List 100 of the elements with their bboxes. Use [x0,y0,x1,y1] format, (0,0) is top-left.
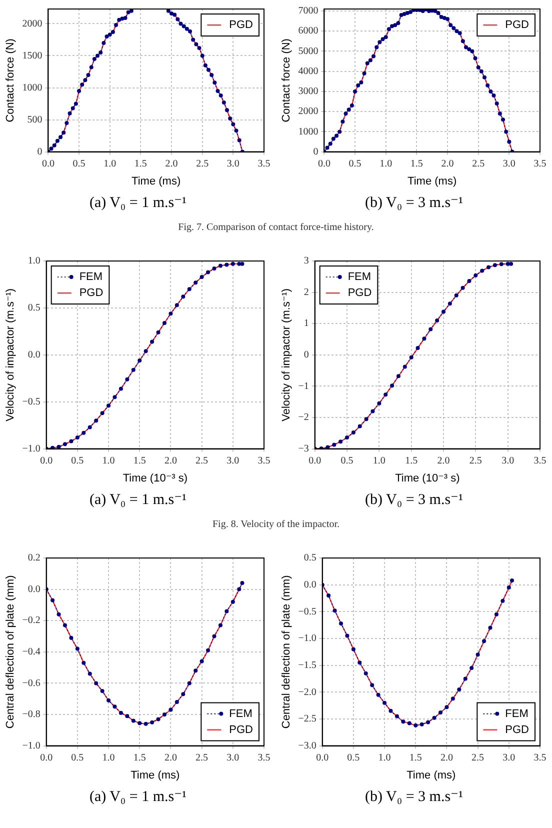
x-axis-title: Time (10⁻³ s) [395,472,460,484]
x-tick-label: 1.5 [133,752,146,764]
y-tick-label: 3000 [298,86,318,98]
text: (a) V₀ = 1 m.s⁻¹ [88,491,188,510]
y-tick-label: 2000 [298,106,318,118]
x-tick-label: 1.0 [378,752,391,764]
x-tick-label: 2.5 [196,455,208,466]
x-tick-label: 0.0 [40,455,53,466]
x-tick-label: 1.5 [409,752,422,764]
y-axis-title: Central deflection of plate (mm) [280,575,293,729]
legend-label: PGD [348,287,372,300]
legend-label: PGD [229,19,254,32]
x-tick-label: 2.5 [469,455,482,466]
y-tick-label: −2 [298,412,309,424]
x-axis-title: Time (ms) [130,769,180,782]
y-tick-label: 2 [304,286,309,298]
legend-label: PGD [229,724,254,736]
y-tick-label: −3 [298,443,309,454]
x-tick-label: 1.0 [102,752,115,764]
x-tick-label: 0.5 [72,158,86,170]
x-tick-label: 3.0 [502,752,516,764]
y-tick-label: 4000 [298,66,318,77]
y-tick-label: −2.5 [298,714,316,725]
x-tick-label: 3.5 [258,158,270,170]
x-tick-label: 2.5 [196,752,208,764]
y-axis-title: Contact force (N) [280,38,293,122]
x-tick-label: 2.0 [164,752,177,764]
x-tick-label: 0.0 [318,158,330,170]
y-tick-label: 0.0 [28,584,40,595]
y-tick-label: 1 [304,318,309,330]
y-tick-label: 0.0 [304,579,316,590]
x-tick-label: 2.5 [196,158,209,170]
legend-label: FEM [79,271,103,284]
x-tick-label: 2.0 [440,752,453,764]
y-tick-label: −2.0 [298,686,316,698]
y-tick-label: −0.5 [298,606,316,618]
caption: Fig. 8. Velocity of the impactor. [211,518,341,532]
x-tick-label: 3.0 [226,158,240,170]
x-tick-label: 3.5 [258,752,270,764]
y-tick-label: −1 [298,380,309,392]
x-tick-label: 2.0 [437,455,450,466]
y-tick-label: −0.5 [22,396,40,408]
y-tick-label: 6000 [298,26,318,37]
y-tick-label: 3 [304,256,309,267]
x-tick-label: 3.0 [502,158,516,170]
y-tick-label: 0 [313,146,318,158]
y-tick-label: 5000 [298,46,318,57]
x-tick-label: 2.5 [472,158,485,170]
x-tick-label: 2.0 [165,158,178,170]
y-tick-label: 1000 [298,126,318,138]
legend-label: FEM [505,708,528,720]
x-tick-label: 3.5 [258,455,270,466]
y-axis-title: Central deflection of plate (mm) [4,575,17,729]
legend-label: FEM [348,271,372,284]
y-tick-label: −0.2 [22,615,40,626]
y-tick-label: −0.6 [22,678,40,689]
text: (b) V₀ = 3 m.s⁻¹ [364,194,464,213]
x-tick-label: 1.0 [104,158,116,170]
x-tick-label: 1.0 [380,158,392,170]
y-axis-title: Velocity of impactor (m.s⁻¹) [4,288,17,422]
x-tick-label: 1.5 [410,158,423,170]
x-tick-label: 1.5 [405,455,418,466]
x-tick-label: 0.5 [71,455,84,466]
x-tick-label: 2.0 [441,158,454,170]
x-tick-label: 3.5 [534,158,546,170]
legend-label: FEM [229,708,252,720]
x-tick-label: 0.0 [316,752,329,764]
text: (b) V₀ = 3 m.s⁻¹ [364,788,464,807]
y-tick-label: 0.2 [28,552,40,564]
legend-label: PGD [79,287,104,300]
x-tick-label: 0.5 [71,752,84,764]
x-tick-label: 0.0 [42,158,54,170]
y-tick-label: 0 [304,350,309,361]
caption: Fig. 7. Comparison of contact force-time history. [177,221,375,235]
y-axis-title: Velocity of impactor (m.s⁻¹) [280,288,293,422]
y-tick-label: 1.0 [28,256,40,267]
y-tick-label: 7000 [298,6,318,17]
x-tick-label: 2.5 [472,752,484,764]
x-tick-label: 1.0 [372,455,386,466]
x-tick-label: 3.0 [226,455,240,466]
y-tick-label: 0 [37,146,42,158]
x-tick-label: 0.5 [347,752,360,764]
y-axis-title: Contact force (N) [4,38,17,122]
legend-label: PGD [505,724,530,736]
x-axis-title: Time (ms) [132,175,181,188]
x-tick-label: 0.5 [348,158,362,170]
x-tick-label: 1.5 [133,455,146,466]
x-tick-label: 3.0 [226,752,240,764]
y-tick-label: −1.0 [22,443,40,454]
y-tick-label: 1000 [22,82,42,94]
y-tick-label: 0.5 [304,552,316,564]
y-tick-label: 500 [27,114,42,126]
x-tick-label: 2.0 [164,455,177,466]
y-tick-label: 2000 [22,18,42,30]
x-axis-title: Time (ms) [408,175,457,188]
text: (b) V₀ = 3 m.s⁻¹ [364,491,464,510]
y-tick-label: −3.0 [298,740,316,752]
x-tick-label: 1.5 [134,158,147,170]
x-tick-label: 0.5 [340,455,354,466]
legend-label: PGD [505,19,530,32]
